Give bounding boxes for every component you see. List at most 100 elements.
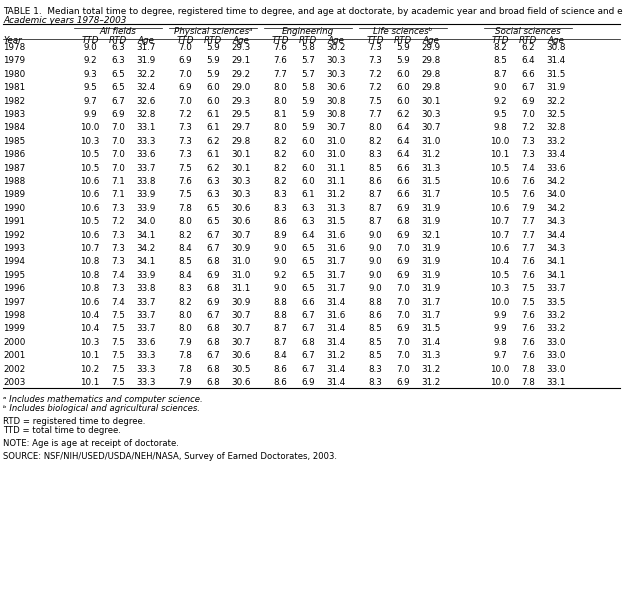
Text: Age: Age: [138, 36, 155, 45]
Text: 5.7: 5.7: [301, 57, 315, 65]
Text: 30.3: 30.3: [326, 57, 346, 65]
Text: 5.8: 5.8: [301, 43, 315, 52]
Text: 5.9: 5.9: [301, 124, 315, 132]
Text: 32.2: 32.2: [546, 97, 566, 105]
Text: 6.6: 6.6: [521, 70, 535, 79]
Text: 8.3: 8.3: [273, 191, 287, 199]
Text: 7.0: 7.0: [178, 97, 192, 105]
Text: 10.5: 10.5: [80, 150, 100, 159]
Text: 6.2: 6.2: [206, 137, 220, 146]
Text: 6.4: 6.4: [521, 57, 535, 65]
Text: 31.6: 31.6: [326, 231, 346, 239]
Text: 34.3: 34.3: [546, 217, 566, 226]
Text: 33.7: 33.7: [546, 284, 566, 293]
Text: ᵃ Includes mathematics and computer science.: ᵃ Includes mathematics and computer scie…: [3, 395, 202, 404]
Text: 8.3: 8.3: [368, 365, 382, 373]
Text: 1993: 1993: [3, 244, 25, 253]
Text: 32.8: 32.8: [136, 110, 156, 119]
Text: 32.2: 32.2: [136, 70, 156, 79]
Text: 10.4: 10.4: [80, 311, 100, 320]
Text: 10.5: 10.5: [490, 164, 510, 172]
Text: 6.7: 6.7: [111, 97, 125, 105]
Text: 33.0: 33.0: [546, 365, 566, 373]
Text: 7.7: 7.7: [273, 70, 287, 79]
Text: 6.9: 6.9: [206, 271, 220, 280]
Text: 6.1: 6.1: [301, 191, 315, 199]
Text: 8.8: 8.8: [273, 311, 287, 320]
Text: 33.7: 33.7: [136, 325, 156, 333]
Text: 29.9: 29.9: [421, 43, 440, 52]
Text: 1986: 1986: [3, 150, 25, 159]
Text: 31.7: 31.7: [326, 284, 346, 293]
Text: 34.4: 34.4: [546, 231, 566, 239]
Text: 1985: 1985: [3, 137, 26, 146]
Text: 10.0: 10.0: [490, 378, 510, 387]
Text: 1991: 1991: [3, 217, 25, 226]
Text: 7.0: 7.0: [178, 43, 192, 52]
Text: 9.3: 9.3: [83, 70, 97, 79]
Text: 7.8: 7.8: [521, 378, 535, 387]
Text: 6.0: 6.0: [301, 177, 315, 186]
Text: 10.6: 10.6: [490, 244, 510, 253]
Text: 6.7: 6.7: [206, 351, 220, 360]
Text: 7.6: 7.6: [521, 258, 535, 266]
Text: 7.8: 7.8: [178, 351, 192, 360]
Text: 30.9: 30.9: [231, 298, 250, 306]
Text: 31.4: 31.4: [546, 57, 566, 65]
Text: RTD = registered time to degree.: RTD = registered time to degree.: [3, 417, 145, 426]
Text: RTD: RTD: [394, 36, 412, 45]
Text: 34.1: 34.1: [136, 231, 156, 239]
Text: RTD: RTD: [204, 36, 222, 45]
Text: 7.6: 7.6: [521, 191, 535, 199]
Text: 7.3: 7.3: [368, 57, 382, 65]
Text: 6.7: 6.7: [301, 365, 315, 373]
Text: 6.3: 6.3: [111, 43, 125, 52]
Text: 6.8: 6.8: [206, 258, 220, 266]
Text: 6.8: 6.8: [206, 284, 220, 293]
Text: 6.8: 6.8: [301, 338, 315, 347]
Text: 33.3: 33.3: [136, 378, 156, 387]
Text: 32.1: 32.1: [421, 231, 440, 239]
Text: 10.6: 10.6: [490, 177, 510, 186]
Text: 6.7: 6.7: [206, 231, 220, 239]
Text: 6.5: 6.5: [206, 217, 220, 226]
Text: 6.0: 6.0: [396, 70, 410, 79]
Text: 8.6: 8.6: [273, 365, 287, 373]
Text: 29.1: 29.1: [231, 57, 250, 65]
Text: 34.0: 34.0: [546, 191, 566, 199]
Text: 9.8: 9.8: [493, 338, 507, 347]
Text: 32.8: 32.8: [546, 124, 566, 132]
Text: Age: Age: [232, 36, 249, 45]
Text: 5.9: 5.9: [206, 57, 220, 65]
Text: 31.9: 31.9: [421, 271, 440, 280]
Text: 29.8: 29.8: [421, 83, 440, 92]
Text: TTD: TTD: [81, 36, 99, 45]
Text: 5.8: 5.8: [301, 83, 315, 92]
Text: RTD: RTD: [299, 36, 317, 45]
Text: 8.7: 8.7: [368, 191, 382, 199]
Text: 7.7: 7.7: [521, 217, 535, 226]
Text: 34.0: 34.0: [136, 217, 156, 226]
Text: 10.5: 10.5: [490, 271, 510, 280]
Text: 34.2: 34.2: [546, 204, 566, 213]
Text: 6.8: 6.8: [206, 365, 220, 373]
Text: 31.7: 31.7: [421, 191, 440, 199]
Text: 5.9: 5.9: [301, 110, 315, 119]
Text: 1989: 1989: [3, 191, 25, 199]
Text: 8.5: 8.5: [178, 258, 192, 266]
Text: TTD: TTD: [176, 36, 194, 45]
Text: 5.9: 5.9: [301, 97, 315, 105]
Text: 7.5: 7.5: [521, 284, 535, 293]
Text: 31.5: 31.5: [421, 325, 440, 333]
Text: 6.1: 6.1: [206, 150, 220, 159]
Text: 31.4: 31.4: [326, 298, 346, 306]
Text: 10.6: 10.6: [80, 177, 100, 186]
Text: 31.5: 31.5: [546, 70, 566, 79]
Text: 33.6: 33.6: [136, 150, 156, 159]
Text: 8.2: 8.2: [368, 137, 382, 146]
Text: 34.3: 34.3: [546, 244, 566, 253]
Text: 31.3: 31.3: [326, 204, 346, 213]
Text: 7.0: 7.0: [111, 164, 125, 172]
Text: 7.5: 7.5: [111, 378, 125, 387]
Text: 9.9: 9.9: [83, 110, 97, 119]
